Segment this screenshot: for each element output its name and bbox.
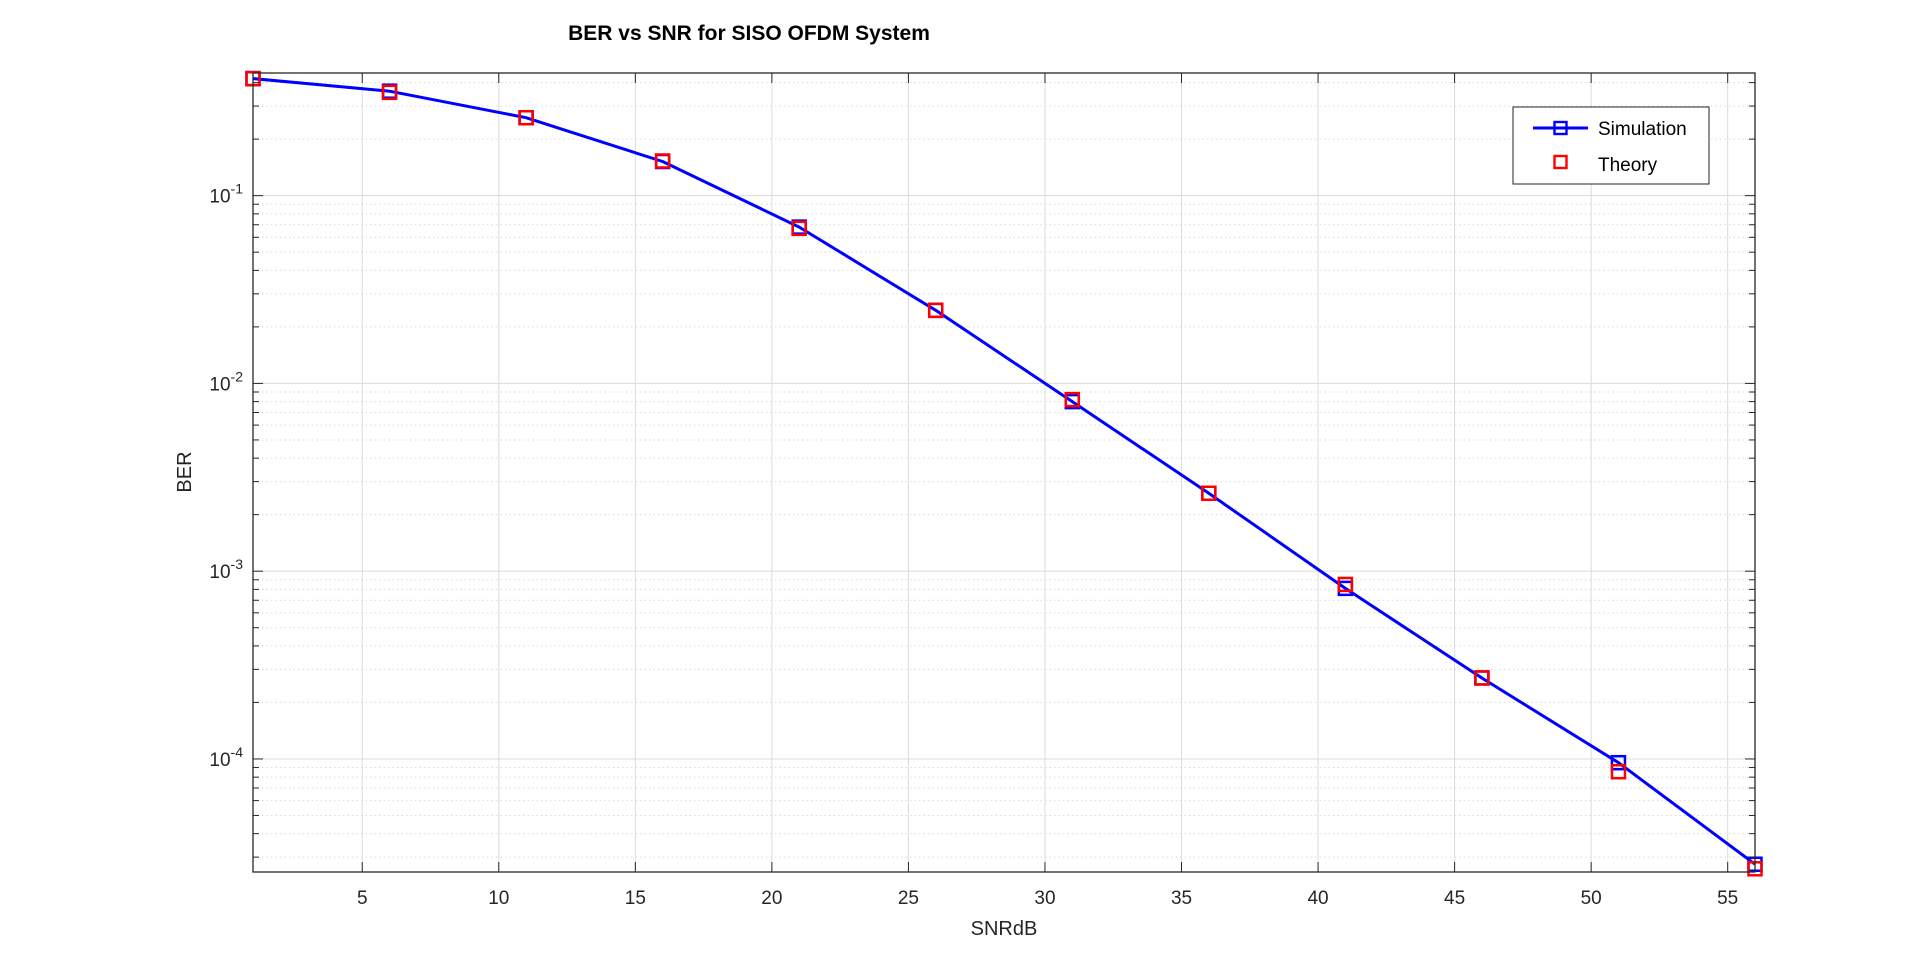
series-theory-marker [654,153,671,169]
y-tick-label: 10-3 [209,556,243,583]
series-theory-marker [791,220,807,237]
legend-theory-label: Theory [1598,155,1658,176]
legend-simulation-label: Simulation [1598,119,1687,140]
x-tick-label: 45 [1444,888,1465,909]
major-grid [253,73,1755,872]
x-axis-label: SNRdB [971,918,1038,940]
series-theory-marker [381,84,398,101]
x-tick-label: 10 [488,888,509,909]
x-tick-label: 30 [1034,888,1055,909]
y-tick-label: 10-4 [209,744,243,771]
series-theory-marker [518,109,534,126]
x-tick-label: 5 [357,888,368,909]
legend-simulation-marker [1553,120,1568,136]
minor-grid [253,82,1755,858]
x-axis-ticks: 5 10 15 20 25 30 35 40 45 50 55 [357,73,1738,909]
plot-area [253,73,1755,872]
legend-box [1512,106,1710,185]
x-tick-label: 20 [761,888,782,909]
y-tick-label: 10-1 [209,181,243,208]
plot-frame [252,72,1756,873]
legend: Simulation Theory [1512,106,1710,185]
series-layer [245,70,1763,877]
y-tick-label: 10-2 [209,368,243,395]
series-simulation-line [252,77,1756,866]
series-simulation-marker [1610,754,1627,771]
x-tick-label: 25 [898,888,919,909]
y-axis-ticks: 10-1 10-2 10-3 10-4 [209,82,1755,858]
series-theory-marker [1337,576,1354,593]
series-theory-marker [1474,670,1490,686]
x-tick-label: 55 [1717,888,1738,909]
chart-title: BER vs SNR for SISO OFDM System [568,22,930,45]
x-tick-label: 40 [1307,888,1328,909]
series-theory-marker [927,302,944,319]
y-axis-label: BER [174,451,196,492]
x-tick-label: 15 [625,888,646,909]
series-theory-marker [1064,391,1081,408]
legend-theory-marker [1553,154,1568,170]
series-theory-marker [1201,485,1217,502]
x-tick-label: 50 [1581,888,1602,909]
x-tick-label: 35 [1171,888,1192,909]
series-theory-marker [1610,763,1627,780]
